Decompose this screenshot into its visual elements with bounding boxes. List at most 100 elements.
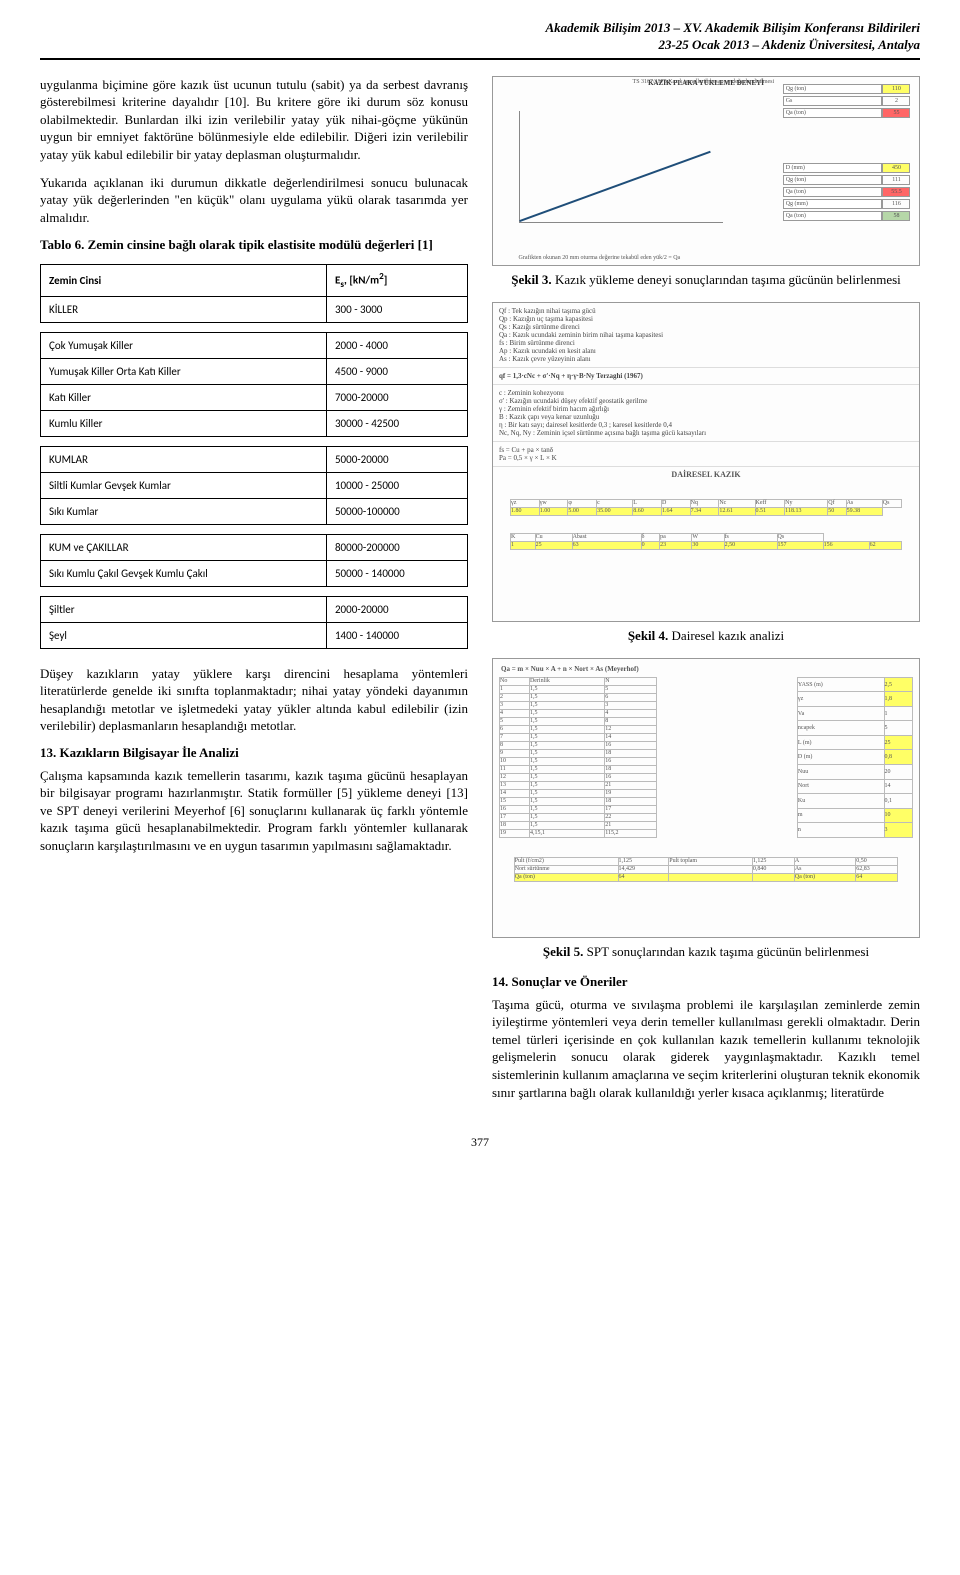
tiny-cell: 62,83 [856, 865, 898, 873]
fig3-bottom-note: Grafikten okunan 20 mm oturma değerine t… [519, 255, 681, 261]
tiny-cell: Nc [719, 499, 755, 507]
table6-cell-value: 4500 - 9000 [326, 358, 467, 384]
tiny-cell: 20 [884, 764, 913, 779]
tiny-cell: 5 [884, 721, 913, 736]
fig3-badges-top: Qg (ton)110Gs2Qa (ton)55 [783, 84, 911, 118]
tiny-cell: Qa (ton) [514, 873, 618, 881]
tiny-cell: 1,5 [529, 781, 604, 789]
section-13-title: 13. Kazıkların Bilgisayar İle Analizi [40, 745, 468, 761]
param-row: Nuu20 [797, 764, 912, 779]
badge-label: Qa (ton) [783, 108, 883, 118]
tiny-cell: 9 [500, 749, 530, 757]
table6-row: Çok Yumuşak Killer2000 - 4000 [41, 332, 468, 358]
tiny-cell: 1,8 [884, 692, 913, 707]
right-para-5: Taşıma gücü, oturma ve sıvılaşma problem… [492, 996, 920, 1101]
tiny-cell [752, 873, 794, 881]
table6-cell-name: KİLLER [41, 296, 327, 322]
fig4-def-line: fs : Birim sürtünme direnci [499, 339, 913, 347]
tiny-cell: 4,15,1 [529, 829, 604, 837]
tiny-cell: Nuu [797, 764, 884, 779]
tiny-cell: 8 [500, 741, 530, 749]
fig5-cap-bold: Şekil 5. [543, 944, 583, 959]
fig4-def-line: Nc, Nq, Ny : Zeminin içsel sürtünme açıs… [499, 429, 913, 437]
table6-caption-text: Tablo 6. Zemin cinsine bağlı olarak tipi… [40, 237, 433, 252]
table6-row: Şiltler2000-20000 [41, 596, 468, 622]
tiny-cell: Qs [777, 533, 823, 541]
left-para-1: uygulanma biçimine göre kazık üst ucunun… [40, 76, 468, 164]
tiny-data-row: 101,516 [500, 757, 657, 765]
tiny-cell: Va [797, 706, 884, 721]
tiny-cell: 19 [500, 829, 530, 837]
table6-cell-name: Sıkı Kumlar [41, 498, 327, 524]
fig4-formula1: qf = 1,3·cNc + σ'·Nq + η·γ·B·Ny Terzaghi… [493, 368, 919, 385]
tiny-cell: 1,5 [529, 685, 604, 693]
metric-badge: Qa (ton)55.5 [783, 187, 911, 197]
badge-value: 116 [882, 199, 910, 209]
tiny-cell: 17 [605, 805, 656, 813]
table6-cell-name: Sıkı Kumlu Çakıl Gevşek Kumlu Çakıl [41, 560, 327, 586]
tiny-cell: 12 [500, 773, 530, 781]
tiny-header-row: NoDerinlikN [500, 677, 657, 685]
tiny-cell: Abast [572, 533, 641, 541]
param-row: D (m)0,8 [797, 750, 912, 765]
tiny-cell: 17 [500, 813, 530, 821]
figure-5-caption: Şekil 5. SPT sonuçlarından kazık taşıma … [492, 944, 920, 960]
tiny-cell: 6 [605, 693, 656, 701]
tiny-cell: 0,840 [752, 865, 794, 873]
fig4-table-1: γzγwφcLDNqNcKeffNyQfAsQs1.801.005.0035.0… [510, 499, 902, 516]
tiny-cell: 64 [856, 873, 898, 881]
tiny-data-row: 131,521 [500, 781, 657, 789]
tiny-cell: 10 [500, 757, 530, 765]
tiny-cell: 1,5 [529, 773, 604, 781]
tiny-data-row: Nort sürtünme14,4290,840As62,83 [514, 865, 898, 873]
tiny-cell: 8 [605, 717, 656, 725]
table6-cell-value: 30000 - 42500 [326, 410, 467, 436]
table6-header-row: Zemin Cinsi Es, [kN/m2] [41, 264, 468, 296]
fig4-cap-text: Dairesel kazık analizi [668, 628, 784, 643]
tiny-cell: 156 [823, 541, 869, 549]
fig4-def-line: Qs : Kazığı sürtünme direnci [499, 323, 913, 331]
fig4-def-line: γ : Zeminin efektif birim hacım ağırlığı [499, 405, 913, 413]
fig4-def-line: Qp : Kazığın uç taşıma kapasitesi [499, 315, 913, 323]
tiny-cell: 0.51 [755, 507, 785, 515]
right-column: KAZIK PLAKA YÜKLEME DENEYİ Qg (ton)110Gs… [492, 76, 920, 1111]
fig5-bottom-table: Pult (f/cm2)1,125Pult toplam1,125A0,50No… [514, 857, 899, 882]
tiny-cell: 2,5 [884, 677, 913, 692]
fig4-def-line: Qf : Tek kazığın nihai taşıma gücü [499, 307, 913, 315]
metric-badge: Qa (ton)55 [783, 108, 911, 118]
table6-row: Sıkı Kumlar50000-100000 [41, 498, 468, 524]
tiny-cell: γz [511, 499, 540, 507]
tiny-cell: 12 [605, 725, 656, 733]
table6-cell-value: 7000-20000 [326, 384, 467, 410]
tiny-cell: 5.00 [568, 507, 597, 515]
fig4-def-line: As : Kazık çevre yüzeyinin alanı [499, 355, 913, 363]
fig4-def-line: B : Kazık çapı veya kenar uzunluğu [499, 413, 913, 421]
fig3-cap-text: Kazık yükleme deneyi sonuçlarından taşım… [552, 272, 901, 287]
param-row: ncapek5 [797, 721, 912, 736]
tiny-cell: Ku [797, 794, 884, 809]
tiny-cell: Nq [690, 499, 719, 507]
tiny-cell: 1,5 [529, 805, 604, 813]
badge-value: 2 [882, 96, 910, 106]
tiny-data-row: 111,518 [500, 765, 657, 773]
tiny-cell: N [605, 677, 656, 685]
badge-value: 58 [882, 211, 910, 221]
tiny-cell: γz [797, 692, 884, 707]
left-para-4: Çalışma kapsamında kazık temellerin tasa… [40, 767, 468, 855]
table6-cell-name: Siltli Kumlar Gevşek Kumlar [41, 472, 327, 498]
param-row: L (m)25 [797, 735, 912, 750]
tiny-cell: 1,5 [529, 797, 604, 805]
tiny-cell: 4 [605, 709, 656, 717]
tiny-header-row: γzγwφcLDNqNcKeffNyQfAsQs [511, 499, 902, 507]
tiny-cell: No [500, 677, 530, 685]
tiny-cell: 1,5 [529, 757, 604, 765]
fig5-mid [665, 675, 789, 840]
tiny-cell: Cu [535, 533, 572, 541]
tiny-cell: 16 [605, 757, 656, 765]
table6-row: Katı Killer7000-20000 [41, 384, 468, 410]
fig5-right-params: YASS (m)2,5γz1,8Va1ncapek5L (m)25D (m)0,… [797, 677, 913, 838]
header-line-1: Akademik Bilişim 2013 – XV. Akademik Bil… [40, 20, 920, 37]
table6-cell-value: 5000-20000 [326, 446, 467, 472]
tiny-cell: 1,5 [529, 765, 604, 773]
tiny-cell: 1.64 [661, 507, 690, 515]
